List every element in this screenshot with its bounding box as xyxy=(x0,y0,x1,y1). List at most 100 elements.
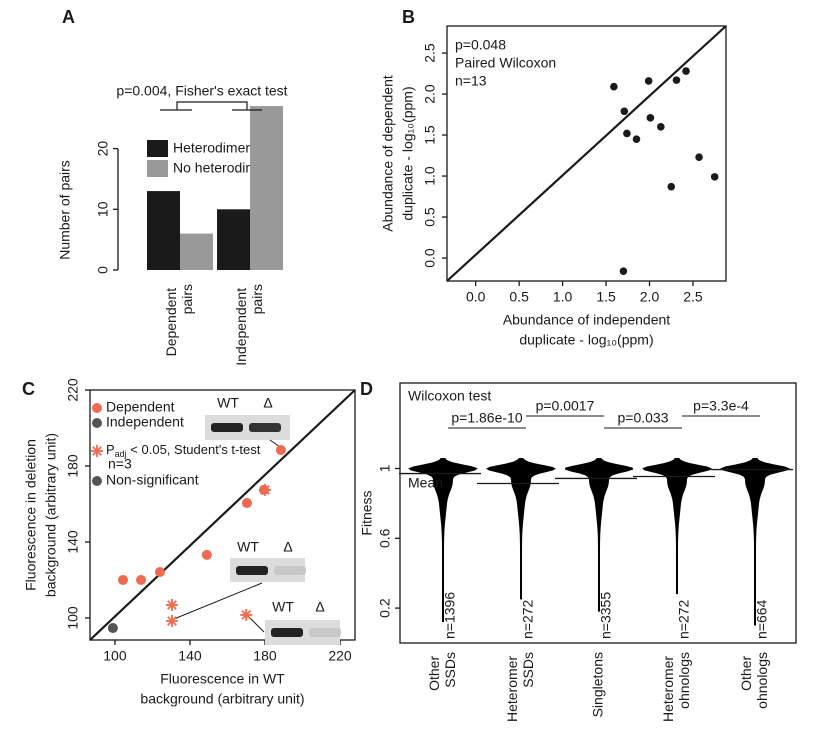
y-tick-label: 0 xyxy=(95,266,111,274)
legend-label: Non-significant xyxy=(106,472,199,488)
y-tick-label: 1.5 xyxy=(422,125,438,145)
point xyxy=(258,483,271,496)
n-label: n=272 xyxy=(676,599,692,639)
comparison-label: p=0.033 xyxy=(618,410,669,426)
x-tick-label-line: Heteromer xyxy=(504,652,520,722)
legend-label: Padj < 0.05, Student's t-test xyxy=(106,442,261,459)
point xyxy=(610,82,618,91)
y-tick-label: 20 xyxy=(95,141,111,157)
y-tick-label: 180 xyxy=(65,454,81,478)
point xyxy=(240,608,253,621)
panel-letter: C xyxy=(22,379,35,399)
point xyxy=(682,67,690,75)
legend-marker xyxy=(92,476,102,486)
legend-label: Heterodimer xyxy=(173,140,250,156)
point xyxy=(165,615,178,628)
y-axis-label: Fitness xyxy=(359,490,375,535)
legend-label: No heterodimer xyxy=(173,160,270,176)
legend-label: Independent xyxy=(106,414,184,430)
y-axis-label: Abundance of dependent xyxy=(380,75,396,232)
violin xyxy=(564,458,634,612)
x-tick-label: Heteromer ohnologs xyxy=(660,652,692,722)
legend-marker xyxy=(91,445,103,457)
gel-band xyxy=(271,628,303,637)
annotation: n=13 xyxy=(455,73,487,89)
point xyxy=(107,623,118,634)
legend-marker xyxy=(92,418,102,428)
x-tick-label: Other ohnologs xyxy=(738,652,770,709)
n-label: n=3355 xyxy=(598,592,614,639)
gel-band xyxy=(236,566,268,575)
mean-label: Mean xyxy=(408,475,443,491)
plot-frame xyxy=(89,389,356,641)
point xyxy=(275,445,286,456)
y-tick-label: 0.2 xyxy=(377,598,393,618)
violin xyxy=(408,458,478,623)
identity-line xyxy=(446,25,727,282)
point xyxy=(154,566,165,577)
violin xyxy=(642,458,712,595)
bar xyxy=(217,209,250,270)
comparison-label: p=3.3e-4 xyxy=(693,398,749,414)
x-tick-label-line: SSDs xyxy=(442,652,458,688)
x-tick-label-line: Dependent xyxy=(163,284,179,356)
comparison-label: p=1.86e-10 xyxy=(451,410,522,426)
x-tick-label-line: ohnologs xyxy=(676,652,692,709)
inset-label: Δ xyxy=(263,395,272,411)
panel-letter: D xyxy=(360,379,373,399)
x-tick-label-line: Other xyxy=(738,652,754,691)
x-tick-label-line: Other xyxy=(426,652,442,691)
point xyxy=(657,123,665,131)
test-label: Wilcoxon test xyxy=(408,388,491,404)
x-tick-label: 220 xyxy=(328,648,352,664)
gel-band xyxy=(211,423,243,432)
y-axis-label: Fluorescence in deletion xyxy=(23,439,39,591)
inset-connector xyxy=(173,439,284,633)
point xyxy=(165,599,178,612)
plot-frame xyxy=(399,382,797,644)
y-tick-label: 0.0 xyxy=(422,248,438,268)
point xyxy=(710,173,719,181)
x-tick-label-line: pairs xyxy=(179,284,195,314)
y-tick-label: 0.6 xyxy=(377,528,393,548)
legend-note: n=3 xyxy=(108,456,132,472)
x-tick-label: Singletons xyxy=(590,652,606,717)
x-tick-label-line: Heteromer xyxy=(660,652,676,722)
x-tick-label-line: ohnologs xyxy=(754,652,770,709)
identity-line xyxy=(89,389,356,641)
x-tick-label: Heteromer SSDs xyxy=(504,652,536,722)
n-label: n=1396 xyxy=(442,592,458,639)
comparison-label: p=0.0017 xyxy=(536,398,595,414)
legend-label: Dependent xyxy=(106,399,175,415)
x-tick-label: 100 xyxy=(103,648,127,664)
x-tick-label-line: pairs xyxy=(249,284,265,314)
y-tick-label: 100 xyxy=(65,606,81,630)
y-tick-label: 10 xyxy=(95,201,111,217)
violin xyxy=(720,458,790,626)
x-tick-label: 0.0 xyxy=(466,289,486,305)
x-tick-label: Other SSDs xyxy=(426,652,458,691)
point xyxy=(672,76,681,84)
y-tick-label: 220 xyxy=(65,378,81,402)
x-tick-label: 2.5 xyxy=(683,289,703,305)
point xyxy=(619,267,628,275)
y-tick-label: 2.0 xyxy=(422,84,438,104)
violin xyxy=(486,458,556,600)
x-axis-label: Abundance of independent xyxy=(503,312,670,328)
gel-band xyxy=(309,628,341,637)
x-axis-label: Fluorescence in WT xyxy=(160,671,285,687)
x-tick-label-line: Independent xyxy=(233,284,249,366)
x-tick-label: Dependent pairs xyxy=(163,284,195,356)
point xyxy=(136,574,147,585)
bar xyxy=(250,106,283,270)
legend-label-part: P xyxy=(106,442,115,457)
panel-letter: A xyxy=(62,7,75,27)
x-tick-label-line: SSDs xyxy=(520,652,536,688)
bar xyxy=(180,233,213,270)
y-axis-label: background (arbitrary unit) xyxy=(43,433,59,597)
y-axis-label: duplicate - log₁₀(ppm) xyxy=(400,86,416,220)
inset-label: WT xyxy=(237,539,259,555)
gel-band xyxy=(249,423,281,432)
x-axis-label: duplicate - log₁₀(ppm) xyxy=(519,332,653,348)
